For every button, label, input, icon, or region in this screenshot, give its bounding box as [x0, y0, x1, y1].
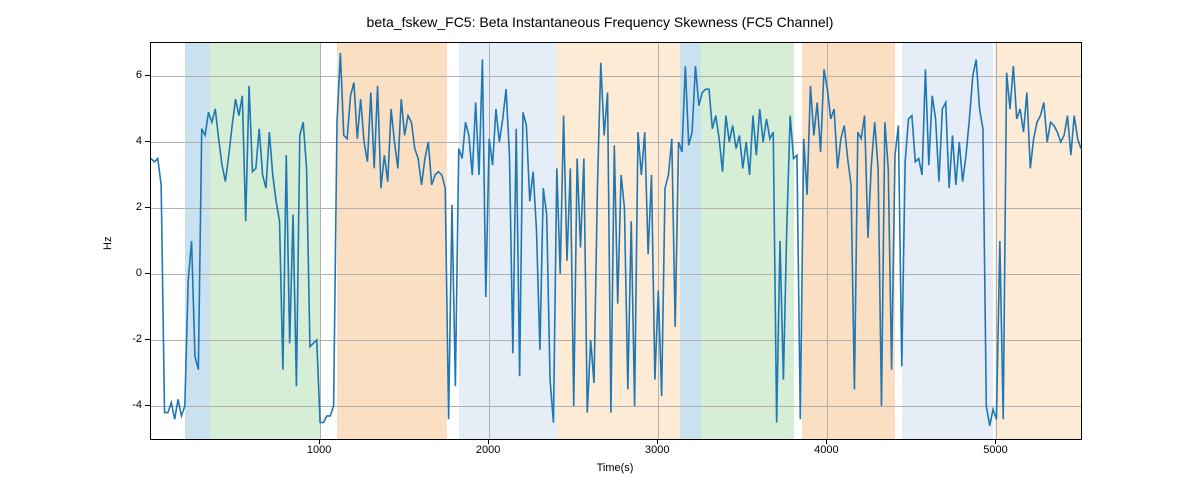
xtick	[826, 439, 827, 444]
line-series	[151, 43, 1081, 439]
xtick-label: 1000	[307, 444, 331, 456]
ytick	[145, 273, 150, 274]
line-path	[151, 53, 1081, 426]
xtick-label: 3000	[645, 444, 669, 456]
ytick	[145, 141, 150, 142]
ytick	[145, 339, 150, 340]
figure: beta_fskew_FC5: Beta Instantaneous Frequ…	[0, 0, 1200, 500]
ytick-label: -4	[116, 399, 142, 411]
ytick-label: 6	[116, 69, 142, 81]
plot-area	[150, 42, 1082, 440]
xtick-label: 2000	[476, 444, 500, 456]
xtick-label: 5000	[983, 444, 1007, 456]
ytick-label: 2	[116, 201, 142, 213]
xtick	[657, 439, 658, 444]
ytick	[145, 405, 150, 406]
xtick-label: 4000	[814, 444, 838, 456]
ytick-label: 0	[116, 267, 142, 279]
ytick	[145, 207, 150, 208]
chart-title: beta_fskew_FC5: Beta Instantaneous Frequ…	[0, 14, 1200, 30]
y-axis-label: Hz	[102, 237, 114, 250]
xtick	[995, 439, 996, 444]
ytick-label: -2	[116, 333, 142, 345]
ytick	[145, 75, 150, 76]
x-axis-label: Time(s)	[150, 462, 1080, 474]
xtick	[319, 439, 320, 444]
ytick-label: 4	[116, 135, 142, 147]
xtick	[488, 439, 489, 444]
